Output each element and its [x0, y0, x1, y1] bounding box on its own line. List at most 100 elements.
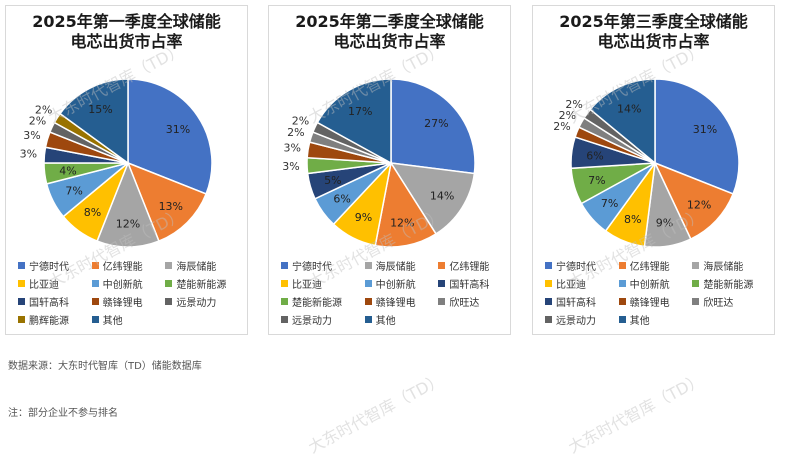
legend-item: 远景动力	[165, 294, 243, 309]
legend-item: 楚能新能源	[692, 276, 770, 291]
legend-label: 宁德时代	[29, 262, 69, 273]
pie-slice-label: 2%	[35, 103, 52, 116]
pie-slice-label: 6%	[586, 149, 603, 162]
legend-item: 其他	[364, 312, 433, 327]
legend-label: 欣旺达	[703, 298, 734, 309]
legend-item: 宁德时代	[545, 258, 613, 273]
pie-slice-label: 3%	[23, 129, 40, 142]
legend-swatch	[692, 298, 700, 305]
pie-slice-海辰储能	[96, 160, 160, 248]
pie-slice-其他	[58, 78, 129, 165]
legend-item: 中创新航	[91, 276, 160, 291]
pie-slice-海辰储能	[389, 162, 476, 235]
pie-slice-宁德时代	[654, 78, 740, 195]
watermark-text: 大东时代智库（TD）	[305, 369, 447, 457]
pie-slice-label: 5%	[324, 174, 341, 187]
pie-slice-label: 7%	[588, 174, 605, 187]
legend-label: 楚能新能源	[292, 298, 342, 309]
legend-item: 亿纬锂能	[618, 258, 687, 273]
legend-item: 中创新航	[618, 276, 687, 291]
chart-legend: 宁德时代 海辰储能 亿纬锂能 比亚迪 中创新航 国轩高科 楚能新能源 赣锋锂电 欣旺达 远景动力 其…	[281, 258, 506, 327]
legend-item: 楚能新能源	[165, 276, 243, 291]
pie-chart-card-3: 2025年第三季度全球储能 电芯出货市占率 31% 12% 9% 8% 7% 7% 6% 2% 2%…	[532, 5, 775, 335]
pie-slice-label: 2%	[292, 114, 309, 127]
legend-label: 中创新航	[375, 280, 416, 291]
chart-title-line-2: 电芯出货市占率	[333, 32, 446, 51]
legend-label: 比亚迪	[29, 280, 59, 291]
legend-label: 楚能新能源	[703, 280, 754, 291]
legend-swatch	[165, 280, 173, 287]
pie-slice-label: 14%	[430, 189, 454, 202]
chart-title-line-1: 2025年第三季度全球储能	[559, 12, 748, 31]
pie-slice-label: 6%	[333, 193, 350, 206]
pie-slice-label: 3%	[283, 141, 300, 154]
chart-legend: 宁德时代 亿纬锂能 海辰储能 比亚迪 中创新航 楚能新能源 国轩高科 赣锋锂电 欣旺达 远景动力 其…	[545, 258, 770, 327]
pie-slice-label: 2%	[287, 126, 304, 139]
pie-slice-label: 7%	[601, 197, 618, 210]
chart-title: 2025年第三季度全球储能 电芯出货市占率	[533, 12, 774, 52]
legend-swatch	[281, 316, 288, 323]
legend-label: 欣旺达	[449, 298, 480, 309]
legend-label: 国轩高科	[449, 280, 490, 291]
chart-title: 2025年第一季度全球储能 电芯出货市占率	[6, 12, 247, 52]
legend-item: 欣旺达	[692, 294, 770, 309]
legend-label: 楚能新能源	[176, 280, 227, 291]
pie-slice-label: 4%	[59, 165, 76, 178]
legend-item: 国轩高科	[438, 276, 506, 291]
chart-title-line-1: 2025年第二季度全球储能	[295, 12, 484, 31]
legend-label: 中创新航	[629, 280, 670, 291]
chart-title: 2025年第二季度全球储能 电芯出货市占率	[269, 12, 510, 52]
pie-slice-label: 8%	[84, 206, 101, 219]
legend-item: 赣锋锂电	[364, 294, 433, 309]
legend-label: 比亚迪	[292, 280, 322, 291]
legend-swatch	[545, 298, 552, 305]
legend-swatch	[364, 298, 372, 305]
legend-label: 鹏辉能源	[29, 316, 69, 327]
legend-item: 宁德时代	[281, 258, 359, 273]
legend-swatch	[364, 316, 372, 323]
legend-label: 国轩高科	[29, 298, 69, 309]
legend-label: 亿纬锂能	[449, 262, 490, 273]
pie-slice-label: 2%	[553, 120, 570, 133]
pie-slice-label: 31%	[166, 123, 190, 136]
legend-item: 亿纬锂能	[91, 258, 160, 273]
legend-swatch	[618, 316, 626, 323]
legend-label: 远景动力	[556, 316, 596, 327]
pie-slice-label: 9%	[355, 211, 372, 224]
legend-label: 亿纬锂能	[102, 262, 143, 273]
legend-swatch	[545, 316, 552, 323]
legend-label: 赣锋锂电	[629, 298, 670, 309]
pie-slice-label: 7%	[65, 185, 82, 198]
legend-item: 欣旺达	[438, 294, 506, 309]
legend-swatch	[364, 262, 372, 269]
pie-slice-label: 2%	[559, 109, 576, 122]
legend-swatch	[91, 262, 99, 269]
pie-slice-label: 27%	[424, 117, 448, 130]
pie-slice-label: 13%	[159, 200, 183, 213]
legend-swatch	[165, 298, 173, 305]
legend-label: 其他	[102, 316, 123, 327]
legend-swatch	[545, 280, 552, 287]
legend-label: 比亚迪	[556, 280, 586, 291]
watermark-text: 大东时代智库（TD）	[565, 369, 707, 457]
legend-item: 亿纬锂能	[438, 258, 506, 273]
legend-item: 海辰储能	[692, 258, 770, 273]
data-source-note: 数据来源：大东时代智库（TD）储能数据库	[8, 361, 202, 372]
legend-swatch	[364, 280, 372, 287]
pie-slice-label: 9%	[656, 217, 673, 230]
pie-slice-label: 31%	[693, 123, 717, 136]
legend-item: 比亚迪	[545, 276, 613, 291]
legend-item: 赣锋锂电	[618, 294, 687, 309]
legend-item: 海辰储能	[165, 258, 243, 273]
chart-legend: 宁德时代 亿纬锂能 海辰储能 比亚迪 中创新航 楚能新能源 国轩高科 赣锋锂电 远景动力 鹏辉能源…	[18, 258, 243, 327]
pie-slice-label: 12%	[390, 216, 414, 229]
pie-slice-label: 15%	[88, 103, 112, 116]
legend-label: 亿纬锂能	[629, 262, 670, 273]
pie-slice-label: 12%	[687, 198, 711, 211]
legend-label: 其他	[629, 316, 650, 327]
pie-chart-card-2: 2025年第二季度全球储能 电芯出货市占率 27% 14% 12% 9% 6% 5% 3% 3% 2…	[268, 5, 511, 335]
legend-swatch	[545, 262, 552, 269]
chart-title-line-1: 2025年第一季度全球储能	[32, 12, 221, 31]
legend-swatch	[18, 280, 25, 287]
legend-item: 楚能新能源	[281, 294, 359, 309]
